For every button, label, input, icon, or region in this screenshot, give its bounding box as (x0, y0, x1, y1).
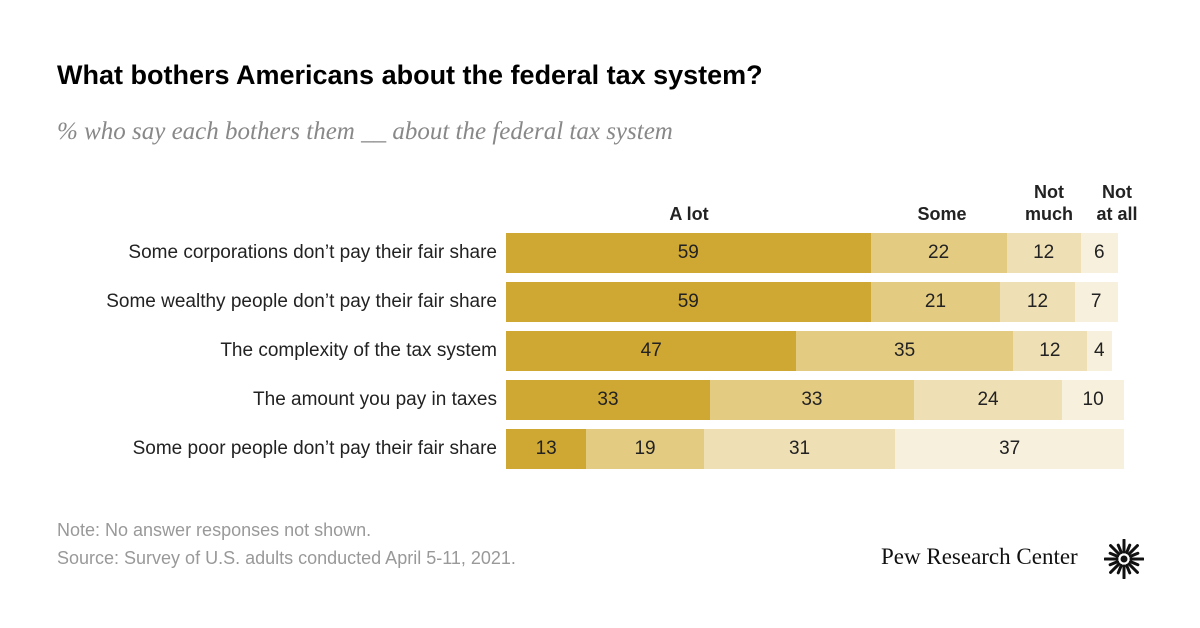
chart-title: What bothers Americans about the federal… (57, 60, 763, 90)
chart-subtitle: % who say each bothers them __ about the… (57, 118, 673, 145)
series-header-3-line-0: Not (1102, 182, 1132, 202)
category-label: The complexity of the tax system (220, 340, 497, 361)
bar-segment (1080, 233, 1118, 273)
bar-value-label: 33 (597, 389, 619, 410)
bar-value-label: 59 (677, 242, 699, 263)
series-header-2-line-0: Not (1034, 182, 1064, 202)
bar-segment (1012, 331, 1087, 371)
bar-segment (586, 429, 704, 469)
bar-segment (796, 331, 1013, 371)
bar-value-label: 59 (677, 291, 699, 312)
bar-value-label: 47 (640, 340, 662, 361)
source-text: Source: Survey of U.S. adults conducted … (57, 548, 516, 568)
bar-segment (1062, 380, 1124, 420)
series-header-3-line-1: at all (1096, 204, 1138, 224)
bar-segment (870, 233, 1007, 273)
category-label: Some poor people don’t pay their fair sh… (132, 438, 497, 459)
bar-segment (506, 282, 871, 322)
category-label: Some corporations don’t pay their fair s… (128, 242, 497, 263)
bar-segment (1074, 282, 1118, 322)
bar-value-label: 35 (894, 340, 916, 361)
bar-value-label: 10 (1082, 389, 1104, 410)
bar-value-label: 12 (1033, 242, 1055, 263)
bar-value-label: 21 (924, 291, 947, 312)
bar-segment (1000, 282, 1075, 322)
bar-segment (506, 233, 871, 273)
category-label: The amount you pay in taxes (253, 389, 497, 410)
bar-segment (1006, 233, 1081, 273)
series-header-1-line-0: Some (917, 204, 967, 224)
bar-segment (709, 380, 914, 420)
bar-segment (506, 429, 587, 469)
note-text: Note: No answer responses not shown. (57, 520, 372, 540)
bar-value-label: 7 (1090, 291, 1102, 312)
bar-segment (895, 429, 1124, 469)
series-header-0-line-0: A lot (669, 204, 709, 224)
bar-value-label: 31 (788, 438, 811, 459)
category-label: Some wealthy people don’t pay their fair… (106, 291, 497, 312)
bar-segment (506, 380, 710, 420)
bar-value-label: 12 (1026, 291, 1049, 312)
bar-segment (870, 282, 1001, 322)
bar-value-label: 4 (1093, 340, 1105, 361)
pew-sunburst-icon (1104, 539, 1144, 579)
bar-value-label: 24 (977, 389, 999, 410)
bar-value-label: 12 (1039, 340, 1061, 361)
bar-segment (506, 331, 797, 371)
bar-segment (703, 429, 896, 469)
bar-value-label: 22 (928, 242, 950, 263)
series-header-2-line-1: much (1024, 204, 1073, 224)
bar-value-label: 13 (535, 438, 557, 459)
bar-segment (1086, 331, 1112, 371)
brand-name: Pew Research Center (881, 544, 1078, 569)
bar-segment (913, 380, 1063, 420)
bar-value-label: 19 (634, 438, 656, 459)
bar-value-label: 6 (1093, 242, 1105, 263)
bar-value-label: 33 (801, 389, 823, 410)
bar-value-label: 37 (999, 438, 1021, 459)
